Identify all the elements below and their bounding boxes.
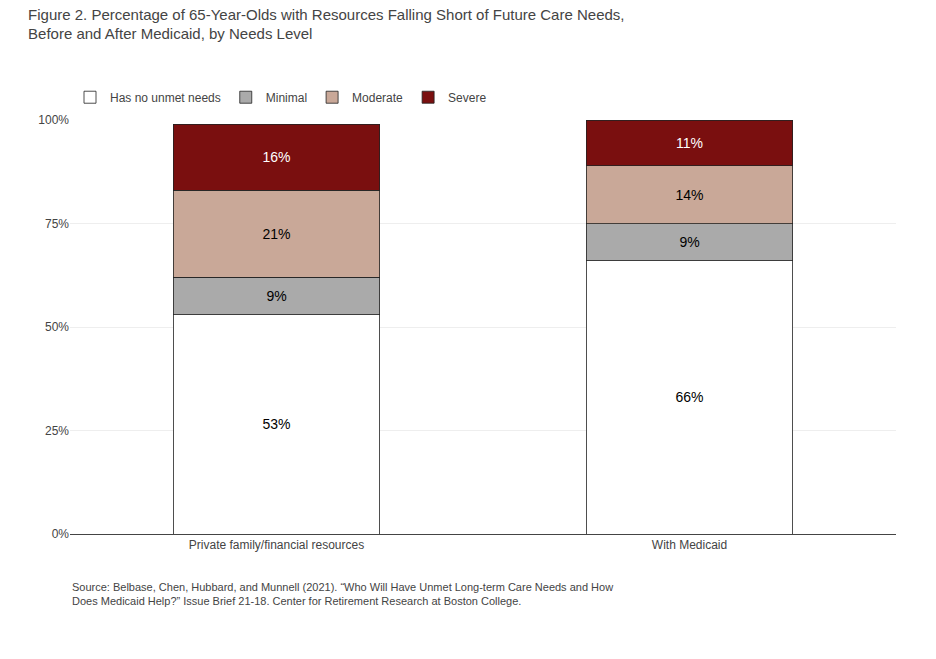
svg-text:9%: 9% (266, 288, 286, 304)
svg-text:11%: 11% (676, 135, 703, 151)
svg-text:Has no unmet needs: Has no unmet needs (110, 91, 221, 105)
svg-text:0%: 0% (52, 527, 70, 541)
svg-text:9%: 9% (679, 234, 699, 250)
svg-text:Source: Belbase, Chen, Hubbard: Source: Belbase, Chen, Hubbard, and Munn… (72, 581, 613, 607)
svg-text:50%: 50% (45, 320, 69, 334)
svg-text:14%: 14% (675, 187, 703, 203)
svg-text:Severe: Severe (448, 91, 486, 105)
svg-text:Figure 2. Percentage of 65-Yea: Figure 2. Percentage of 65-Year-Olds wit… (28, 6, 624, 43)
svg-text:75%: 75% (45, 217, 69, 231)
svg-text:100%: 100% (38, 113, 69, 127)
svg-text:21%: 21% (262, 226, 290, 242)
svg-text:With Medicaid: With Medicaid (652, 538, 727, 552)
svg-text:Private family/financial resou: Private family/financial resources (189, 538, 364, 552)
svg-text:Minimal: Minimal (266, 91, 307, 105)
svg-text:Moderate: Moderate (352, 91, 403, 105)
svg-text:25%: 25% (45, 424, 69, 438)
svg-text:16%: 16% (262, 149, 290, 165)
svg-text:66%: 66% (675, 389, 703, 405)
svg-text:53%: 53% (262, 416, 290, 432)
